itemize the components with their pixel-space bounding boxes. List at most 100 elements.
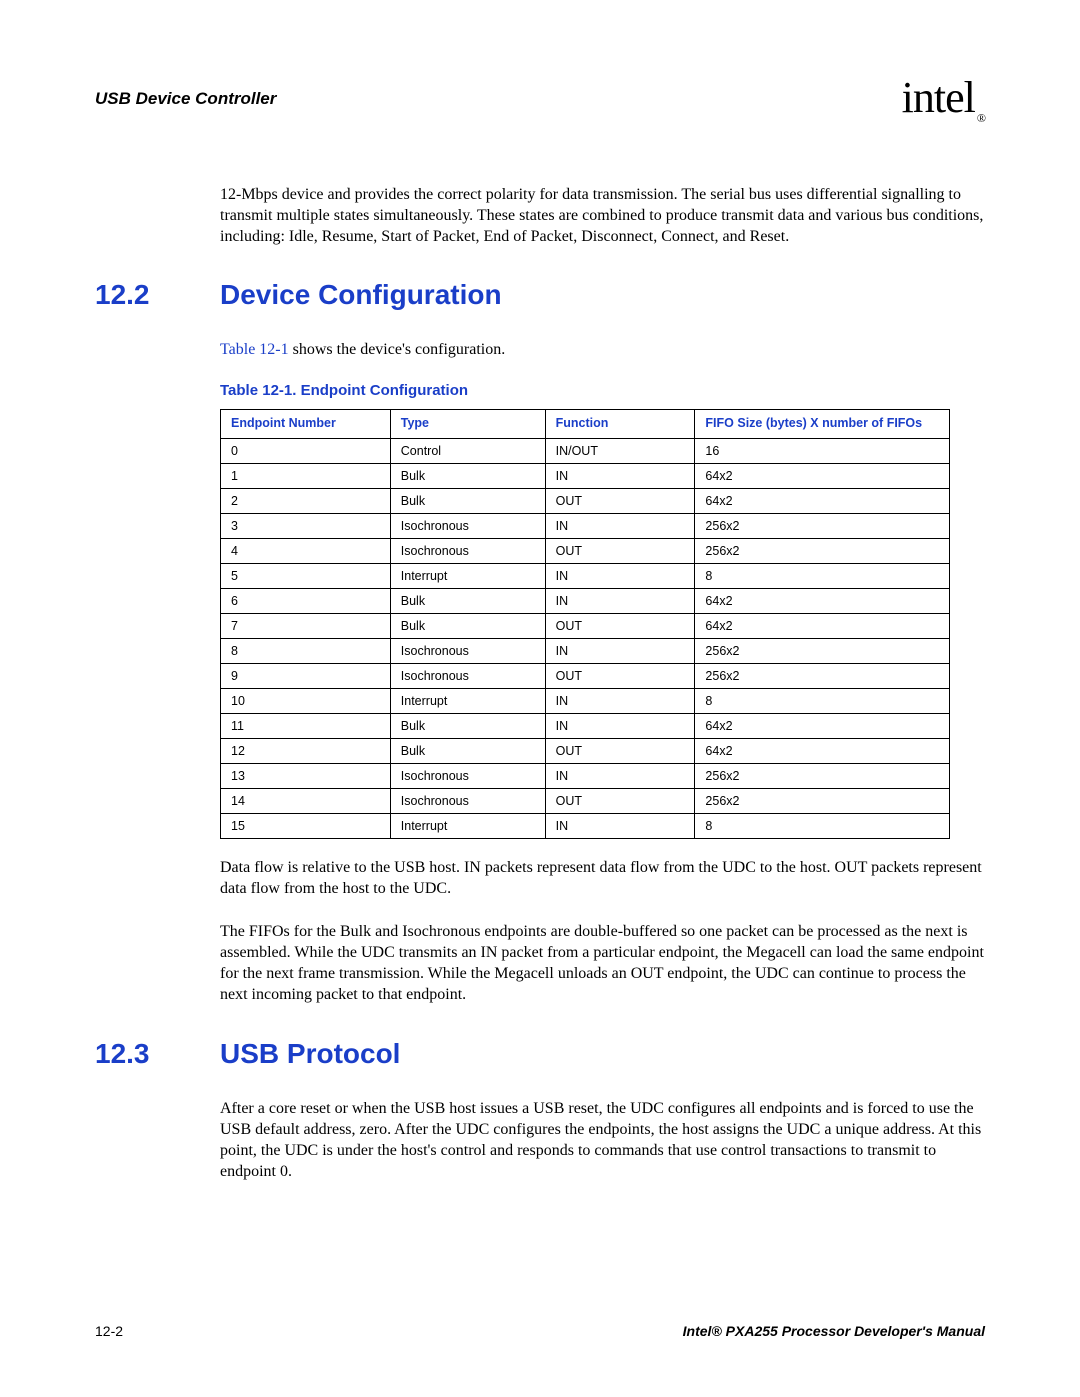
col-header-type: Type: [390, 410, 545, 439]
table-row: 6BulkIN64x2: [221, 588, 950, 613]
section-12-3-body: After a core reset or when the USB host …: [220, 1098, 985, 1182]
section-title: USB Protocol: [220, 1038, 400, 1070]
table-cell: 16: [695, 438, 950, 463]
table-cell: Bulk: [390, 588, 545, 613]
intro-paragraph: 12-Mbps device and provides the correct …: [220, 184, 985, 247]
section-title: Device Configuration: [220, 279, 502, 311]
table-cell: 0: [221, 438, 391, 463]
intel-logo: intel®: [902, 72, 985, 126]
table-cell: 6: [221, 588, 391, 613]
table-cell: 64x2: [695, 588, 950, 613]
table-cell: 256x2: [695, 788, 950, 813]
table-row: 12BulkOUT64x2: [221, 738, 950, 763]
table-cell: IN: [545, 513, 695, 538]
section-number: 12.3: [95, 1038, 220, 1070]
table-cell: 13: [221, 763, 391, 788]
table-row: 13IsochronousIN256x2: [221, 763, 950, 788]
intro-post-text: shows the device's configuration.: [289, 341, 506, 358]
table-cell: Isochronous: [390, 788, 545, 813]
table-cell: 8: [695, 563, 950, 588]
table-cell: Isochronous: [390, 763, 545, 788]
page-footer: 12-2 Intel® PXA255 Processor Developer's…: [95, 1323, 985, 1339]
table-cell: 256x2: [695, 638, 950, 663]
table-row: 2BulkOUT64x2: [221, 488, 950, 513]
table-cell: 64x2: [695, 713, 950, 738]
table-cell: 64x2: [695, 613, 950, 638]
table-cell: Interrupt: [390, 813, 545, 838]
table-cell: IN: [545, 463, 695, 488]
table-cell: 64x2: [695, 463, 950, 488]
section-12-2-heading: 12.2 Device Configuration: [95, 279, 985, 311]
table-cell: OUT: [545, 538, 695, 563]
table-row: 8IsochronousIN256x2: [221, 638, 950, 663]
col-header-function: Function: [545, 410, 695, 439]
manual-title: Intel® PXA255 Processor Developer's Manu…: [683, 1323, 985, 1339]
table-cell: 7: [221, 613, 391, 638]
table-cell: Isochronous: [390, 638, 545, 663]
table-cell: IN: [545, 638, 695, 663]
table-cell: OUT: [545, 738, 695, 763]
section-12-2-intro: Table 12-1 shows the device's configurat…: [220, 339, 985, 360]
table-row: 9IsochronousOUT256x2: [221, 663, 950, 688]
logo-registered: ®: [977, 111, 985, 125]
table-cell: 8: [695, 688, 950, 713]
table-row: 0ControlIN/OUT16: [221, 438, 950, 463]
table-cell: IN: [545, 588, 695, 613]
page-number: 12-2: [95, 1323, 123, 1339]
col-header-fifo: FIFO Size (bytes) X number of FIFOs: [695, 410, 950, 439]
table-cell: 4: [221, 538, 391, 563]
endpoint-configuration-table: Endpoint Number Type Function FIFO Size …: [220, 409, 950, 839]
table-cell: 64x2: [695, 488, 950, 513]
table-cell: Isochronous: [390, 513, 545, 538]
table-cell: 256x2: [695, 763, 950, 788]
section-12-3-heading: 12.3 USB Protocol: [95, 1038, 985, 1070]
page-header-row: USB Device Controller intel®: [95, 72, 985, 126]
table-cell: 15: [221, 813, 391, 838]
col-header-endpoint: Endpoint Number: [221, 410, 391, 439]
table-cell: 10: [221, 688, 391, 713]
dataflow-paragraph: Data flow is relative to the USB host. I…: [220, 857, 985, 899]
table-cell: OUT: [545, 788, 695, 813]
page-header-title: USB Device Controller: [95, 89, 276, 109]
table-cell: 256x2: [695, 513, 950, 538]
table-cell: 9: [221, 663, 391, 688]
table-cell: Bulk: [390, 463, 545, 488]
table-cell: IN: [545, 813, 695, 838]
table-cell: 5: [221, 563, 391, 588]
fifos-paragraph: The FIFOs for the Bulk and Isochronous e…: [220, 921, 985, 1005]
table-cell: IN/OUT: [545, 438, 695, 463]
table-cell: 12: [221, 738, 391, 763]
section-number: 12.2: [95, 279, 220, 311]
table-cell: 64x2: [695, 738, 950, 763]
table-row: 14IsochronousOUT256x2: [221, 788, 950, 813]
table-cell: 256x2: [695, 663, 950, 688]
table-reference-link[interactable]: Table 12-1: [220, 341, 289, 358]
table-cell: 8: [221, 638, 391, 663]
table-cell: 256x2: [695, 538, 950, 563]
table-cell: Isochronous: [390, 538, 545, 563]
table-cell: IN: [545, 763, 695, 788]
table-header-row: Endpoint Number Type Function FIFO Size …: [221, 410, 950, 439]
table-cell: OUT: [545, 613, 695, 638]
table-cell: 2: [221, 488, 391, 513]
table-row: 11BulkIN64x2: [221, 713, 950, 738]
table-cell: Bulk: [390, 713, 545, 738]
table-cell: IN: [545, 713, 695, 738]
table-cell: 14: [221, 788, 391, 813]
table-cell: Bulk: [390, 488, 545, 513]
table-cell: Bulk: [390, 613, 545, 638]
table-row: 4IsochronousOUT256x2: [221, 538, 950, 563]
table-cell: OUT: [545, 488, 695, 513]
table-cell: Interrupt: [390, 563, 545, 588]
table-cell: OUT: [545, 663, 695, 688]
table-cell: 11: [221, 713, 391, 738]
table-row: 10InterruptIN8: [221, 688, 950, 713]
table-cell: IN: [545, 563, 695, 588]
table-caption: Table 12-1. Endpoint Configuration: [220, 382, 985, 399]
table-row: 15InterruptIN8: [221, 813, 950, 838]
table-cell: Bulk: [390, 738, 545, 763]
table-row: 1BulkIN64x2: [221, 463, 950, 488]
table-row: 7BulkOUT64x2: [221, 613, 950, 638]
table-row: 3IsochronousIN256x2: [221, 513, 950, 538]
table-cell: Control: [390, 438, 545, 463]
